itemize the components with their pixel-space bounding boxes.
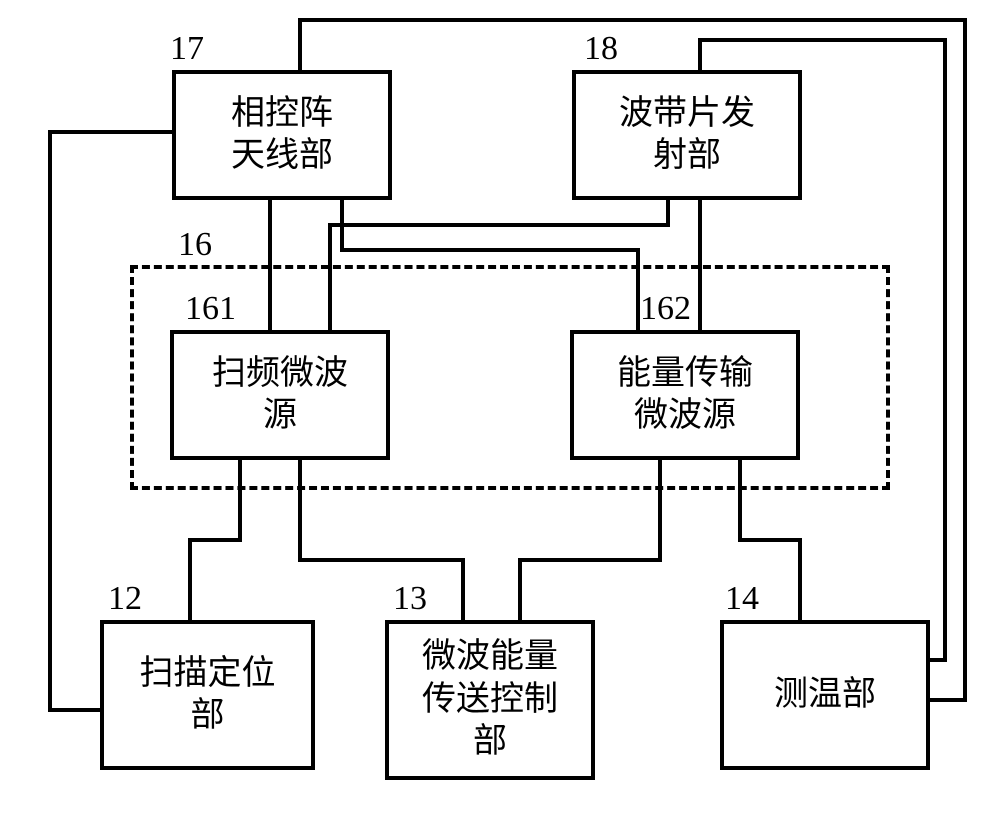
node-text-18: 波带片发 射部 [619, 93, 755, 178]
node-label-17: 17 [170, 30, 204, 68]
node-text-161: 扫频微波 源 [212, 353, 348, 438]
node-label-161: 161 [185, 290, 236, 328]
node-17: 相控阵 天线部 [172, 70, 392, 200]
node-text-12: 扫描定位 部 [140, 653, 276, 738]
diagram-canvas: 16 相控阵 天线部 17 波带片发 射部18 扫频微波 源 161 能量传输 微波源 162… [0, 0, 1000, 816]
node-161: 扫频微波 源 [170, 330, 390, 460]
node-13: 微波能量 传送控制 部 [385, 620, 595, 780]
node-label-13: 13 [393, 580, 427, 618]
node-label-162: 162 [640, 290, 691, 328]
node-text-162: 能量传输 微波源 [617, 353, 753, 438]
node-text-13: 微波能量 传送控制 部 [422, 636, 558, 764]
node-label-18: 18 [584, 30, 618, 68]
node-label-14: 14 [725, 580, 759, 618]
node-text-17: 相控阵 天线部 [231, 93, 333, 178]
node-text-14: 测温部 [774, 674, 876, 717]
group-label-16: 16 [178, 226, 212, 264]
node-162: 能量传输 微波源 [570, 330, 800, 460]
node-14: 测温部 [720, 620, 930, 770]
node-12: 扫描定位 部 [100, 620, 315, 770]
node-18: 波带片发 射部 [572, 70, 802, 200]
node-label-12: 12 [108, 580, 142, 618]
